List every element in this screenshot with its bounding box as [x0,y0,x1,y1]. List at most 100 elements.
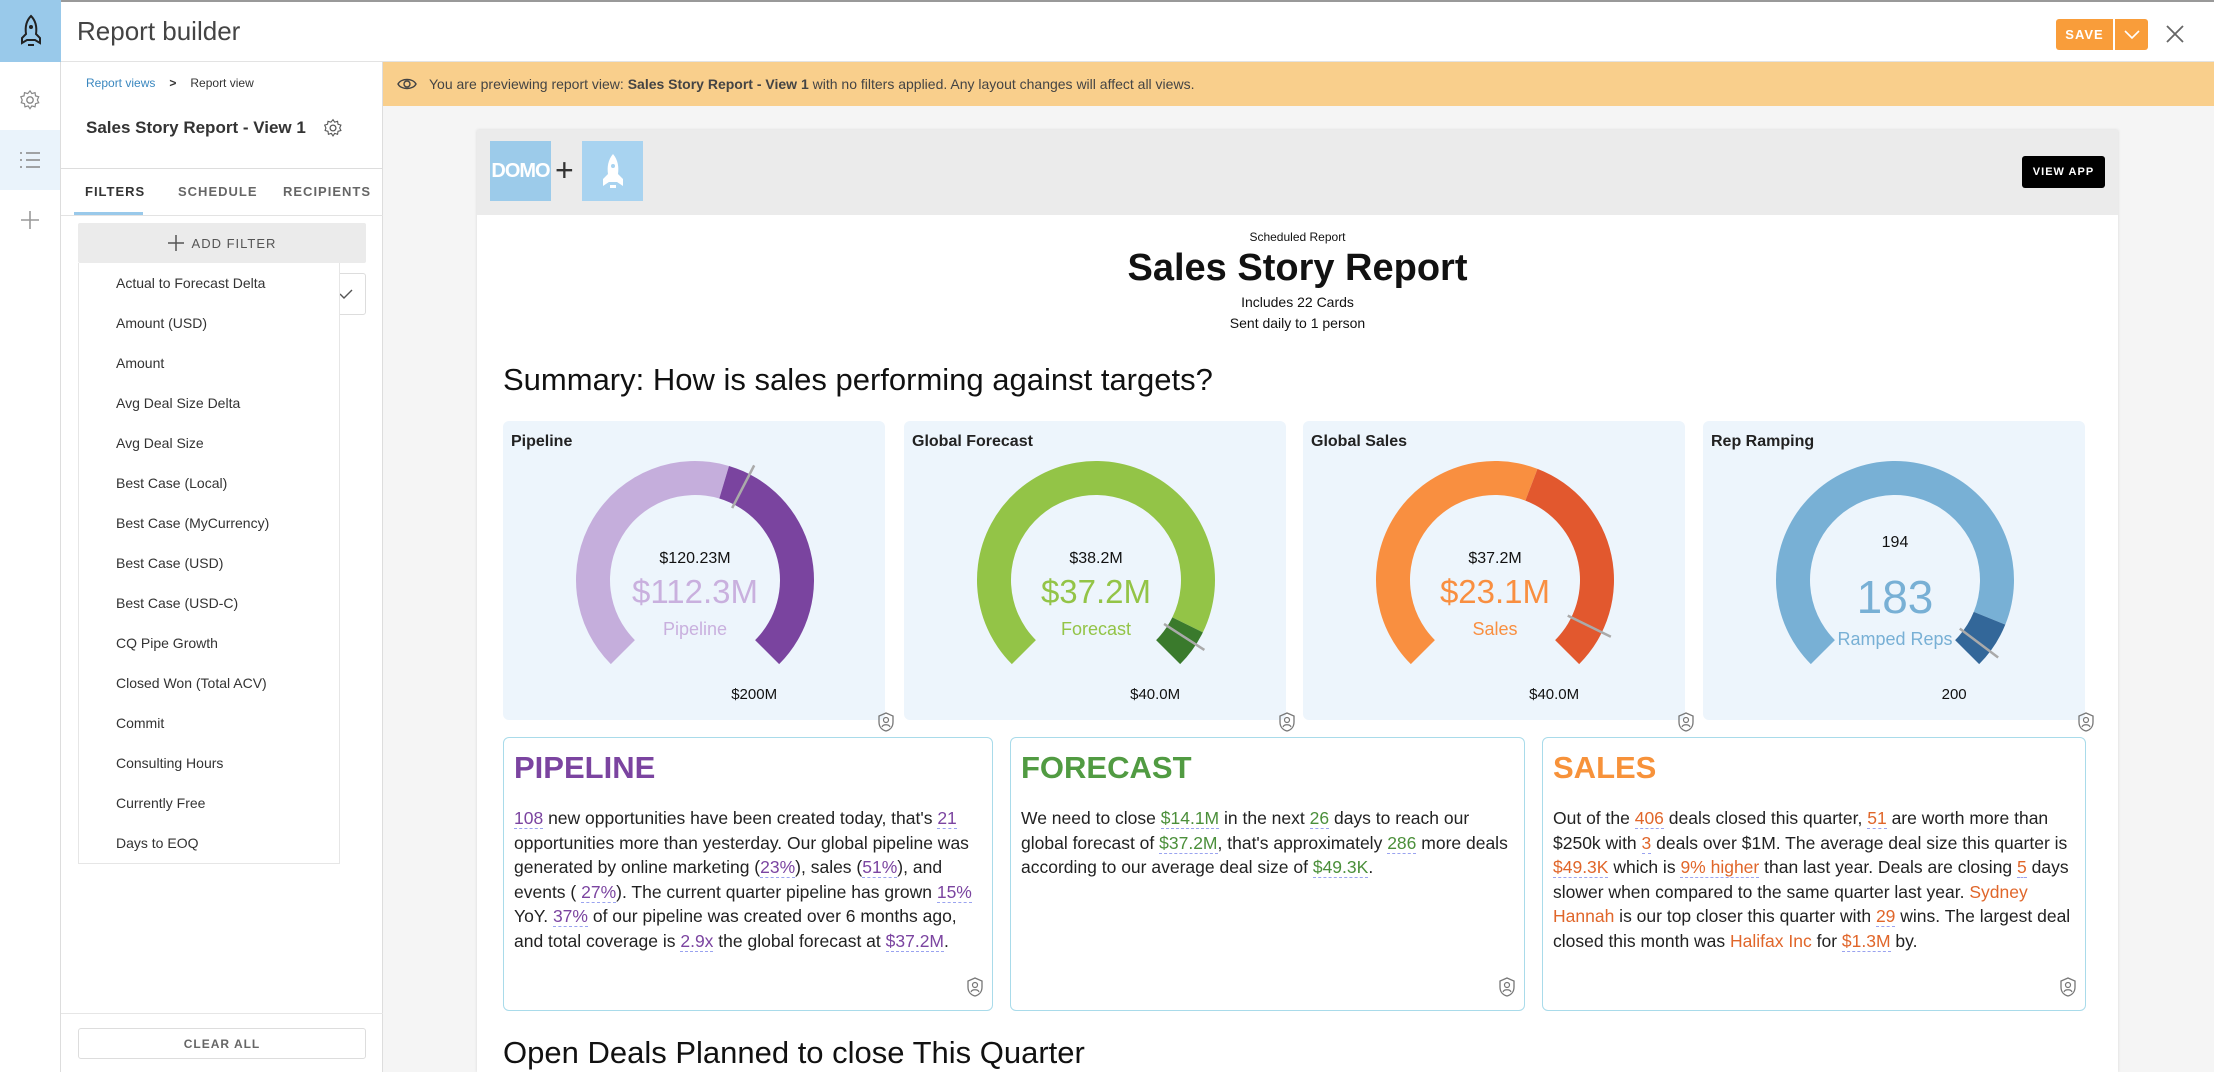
highlight-value[interactable]: 37% [552,906,588,927]
tab-recipients[interactable]: RECIPIENTS [283,184,372,199]
add-filter-button[interactable]: ADD FILTER [78,223,366,263]
rail-views[interactable] [0,130,60,190]
filter-option[interactable]: Amount (USD) [116,315,208,331]
highlight-value[interactable]: $49.3K [1553,857,1609,878]
filter-option[interactable]: Avg Deal Size Delta [116,395,241,411]
highlight-value[interactable]: 26 [1309,808,1330,829]
text-segment: deals over $1M. The average deal size th… [1651,832,2068,853]
save-button[interactable]: SAVE [2056,19,2113,50]
filter-option[interactable]: Avg Deal Size [116,435,204,451]
highlight-value[interactable]: 51% [862,857,898,878]
filter-option[interactable]: Days to EOQ [116,835,199,851]
gauge-remaining-arc [1156,617,1203,665]
highlight-value[interactable]: 29 [1875,906,1896,927]
highlight-value[interactable]: $37.2M [1159,832,1218,854]
gauge-card-global-forecast[interactable]: $38.2M $37.2M Forecast $40.0M Global Forecas… [904,421,1295,732]
filter-option[interactable]: Currently Free [116,795,206,811]
highlight-value[interactable]: $37.2M [885,930,945,952]
text-segment: Out of the [1553,808,1635,828]
text-segment: ). The current quarter pipeline has grow… [616,881,937,902]
banner-text: You are previewing report view: Sales St… [429,76,1194,92]
highlight-value[interactable]: 286 [1387,832,1417,854]
story-body: Out of the 406 deals closed this quarter… [1553,806,2075,953]
highlight-value[interactable]: 15% [936,881,972,903]
gauge-remaining-arc [1525,468,1614,665]
gauge-target-marker [1163,622,1206,652]
filter-option[interactable]: Closed Won (Total ACV) [116,675,267,691]
gauge-card-rep-ramping[interactable]: 194 183 Ramped Reps 200 Rep Ramping [1703,421,2094,732]
clear-all-button[interactable]: CLEAR ALL [78,1028,366,1059]
filter-option[interactable]: Consulting Hours [116,755,224,771]
highlight-value[interactable]: 108 [514,808,544,829]
story-card-forecast: FORECAST We need to close $14.1M in the n… [1010,737,1525,1011]
highlight-value[interactable]: 5 [2017,857,2027,878]
highlight-value[interactable]: 406 [1634,808,1664,829]
highlight-value[interactable]: 2.9x [680,930,714,952]
rail-settings[interactable] [0,70,60,130]
gauge-card-global-sales[interactable]: $37.2M $23.1M Sales $40.0M Global Sales [1303,421,1694,732]
banner-view-name: Sales Story Report - View 1 [627,76,809,92]
highlight-value[interactable]: 23% [760,857,796,878]
filter-option[interactable]: Best Case (USD) [116,555,224,571]
rocket-icon [602,154,623,188]
breadcrumb-current: Report view [190,76,254,90]
highlight-value[interactable]: 9% higher [1680,857,1760,878]
chevron-down-icon [2123,29,2140,39]
filter-option[interactable]: Actual to Forecast Delta [116,275,266,291]
highlight-value[interactable]: $1.3M [1841,930,1891,952]
breadcrumb-report-views[interactable]: Report views [86,76,156,90]
open-deals-heading: Open Deals Planned to close This Quarter [503,1035,1085,1070]
report-kicker: Scheduled Report [1249,230,1346,244]
highlight-value[interactable]: 27% [581,881,617,903]
gauge-chart: $38.2M $37.2M Forecast $40.0M [977,461,1215,703]
report-view-sidebar: Report views > Report view Sales Story Rep… [61,62,383,1072]
certified-shield-icon [2060,977,2076,997]
gauge-caption: Forecast [1061,619,1131,639]
gauge-target-label: $120.23M [659,550,730,567]
highlight-value[interactable]: 51 [1867,808,1887,829]
certified-badge[interactable] [966,977,984,1002]
breadcrumb: Report views > Report view [86,76,254,90]
highlight-value[interactable]: $49.3K [1312,857,1369,878]
app-logo[interactable] [0,0,61,62]
filter-option[interactable]: Best Case (Local) [116,475,228,491]
gear-icon [20,89,40,110]
close-button[interactable] [2160,19,2190,49]
filter-option[interactable]: Best Case (USD-C) [116,595,239,611]
text-segment: for [1811,930,1842,951]
left-rail [0,62,61,1072]
breadcrumb-separator: > [169,76,177,90]
certified-badge[interactable] [1498,977,1516,1002]
certified-badge[interactable] [2059,977,2077,1002]
save-options-dropdown[interactable] [2115,19,2148,50]
rail-add[interactable] [0,190,60,250]
domo-logo: DOMO [490,141,551,201]
add-filter-label: ADD FILTER [191,235,277,251]
text-segment: wins. The largest deal closed this month… [1553,906,2071,951]
view-app-button[interactable]: VIEW APP [2022,156,2105,188]
view-settings-button[interactable] [323,118,343,143]
tab-filters[interactable]: FILTERS [85,184,146,199]
report-title: Sales Story Report [1127,247,1468,289]
text-segment: opportunities more than yesterday. Our g… [514,832,969,878]
highlight-value[interactable]: 3 [1641,832,1652,854]
certified-shield-icon [1678,712,1694,732]
gauge-card-pipeline[interactable]: $120.23M $112.3M Pipeline $200M Pipeline [503,421,894,732]
filter-dropdown-list[interactable]: Actual to Forecast Delta Amount (USD) Amou… [78,263,340,864]
text-segment: more deals according to our average deal… [1021,832,1508,878]
highlight-value[interactable]: 21 [937,808,957,829]
highlight-value[interactable]: $14.1M [1160,808,1220,829]
gauge-max-label: $200M [731,686,777,703]
gauge-value-arc [576,461,730,665]
filter-option[interactable]: CQ Pipe Growth [116,635,218,651]
tab-schedule[interactable]: SCHEDULE [178,184,258,199]
text-segment: . [944,930,949,951]
text-segment: is our top closer this quarter with [1614,906,1876,926]
highlight-value[interactable]: Halifax Inc [1730,930,1812,951]
highlight-value[interactable]: Sydney Hannah [1553,881,2028,927]
filter-option[interactable]: Commit [116,715,165,731]
filter-option[interactable]: Amount [116,355,165,371]
text-segment: ), and events ( [514,857,943,902]
filter-option[interactable]: Best Case (MyCurrency) [116,515,270,531]
gauge-target-label: 194 [1882,534,1909,551]
